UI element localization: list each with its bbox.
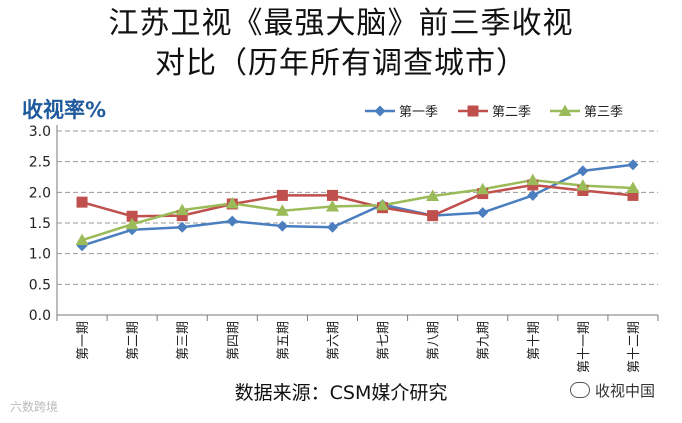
y-axis-label: 收视率% [22,98,107,122]
x-tick-label: 第四期 [226,321,241,360]
data-point [276,220,288,232]
x-tick-label: 第十二期 [627,321,642,373]
x-tick-label: 第一期 [76,321,91,360]
data-point [276,189,288,201]
data-point [426,189,440,202]
y-tick-label: 2.5 [29,155,51,171]
data-point [325,199,339,212]
data-point [75,233,89,246]
grid-lines [57,130,658,285]
chart-title-line-1: 江苏卫视《最强大脑》前三季收视 [108,6,574,41]
data-point [626,181,640,194]
x-tick-label: 第六期 [326,321,341,360]
data-point [176,221,188,233]
data-point [326,189,338,201]
data-point [225,196,239,209]
y-tick-label: 2.0 [29,185,51,201]
data-point [176,210,188,222]
wechat-icon [570,382,590,398]
series-line [81,183,634,218]
x-tick-label: 第八期 [427,321,442,360]
x-tick-label: 第七期 [377,321,392,360]
legend-marker [467,105,479,117]
legend-marker [558,104,572,116]
axes [56,125,659,321]
data-point [126,210,138,222]
legend-marker [374,105,386,117]
watermark-left: 六数跨境 [10,400,59,414]
data-point [577,165,589,177]
data-point [76,196,88,208]
x-tick-label: 第二期 [126,321,141,360]
y-tick-label: 0.0 [29,308,51,324]
data-point [175,203,189,216]
data-point [526,173,540,186]
data-point [477,207,489,219]
data-point [476,182,490,195]
legend-label: 第一季 [399,105,438,120]
x-tick-label: 第十期 [527,321,542,360]
data-point [627,189,639,201]
legend: 第一季 第二季 第三季 [365,104,623,120]
x-tick-label: 第十一期 [577,321,592,373]
data-point [627,159,639,171]
source-note: 数据来源：CSM媒介研究 [234,382,448,404]
x-tick-label: 第三期 [176,321,191,360]
legend-label: 第三季 [584,105,623,120]
x-tick-labels: 第一期 第二期 第三期 第四期 第五期 第六期 第七期 第八期 第九期 第十期 第十一期 第十二期 [76,321,642,373]
legend-label: 第二季 [492,105,531,120]
x-tick-label: 第九期 [477,321,492,360]
data-point [275,204,289,216]
y-tick-labels: 0.0 0.5 1.0 1.5 2.0 2.5 3.0 [29,124,51,324]
y-tick-label: 0.5 [29,277,51,293]
watermark-right-text: 收视中国 [595,382,656,400]
x-tick-label: 第五期 [276,321,291,360]
y-tick-label: 1.0 [29,247,51,263]
series-line [81,178,634,242]
data-point [527,189,539,201]
watermark-right: 收视中国 [570,380,655,401]
data-point [576,179,590,191]
series-lines [81,163,634,247]
chart-title-line-2: 对比（历年所有调查城市） [155,46,527,81]
data-point [427,210,439,222]
series-line [81,163,634,247]
data-point [125,217,139,230]
series-markers [75,159,640,252]
y-tick-label: 3.0 [29,124,51,140]
data-point [326,221,338,233]
data-point [376,198,390,211]
data-point [226,215,238,227]
y-tick-label: 1.5 [29,216,51,232]
